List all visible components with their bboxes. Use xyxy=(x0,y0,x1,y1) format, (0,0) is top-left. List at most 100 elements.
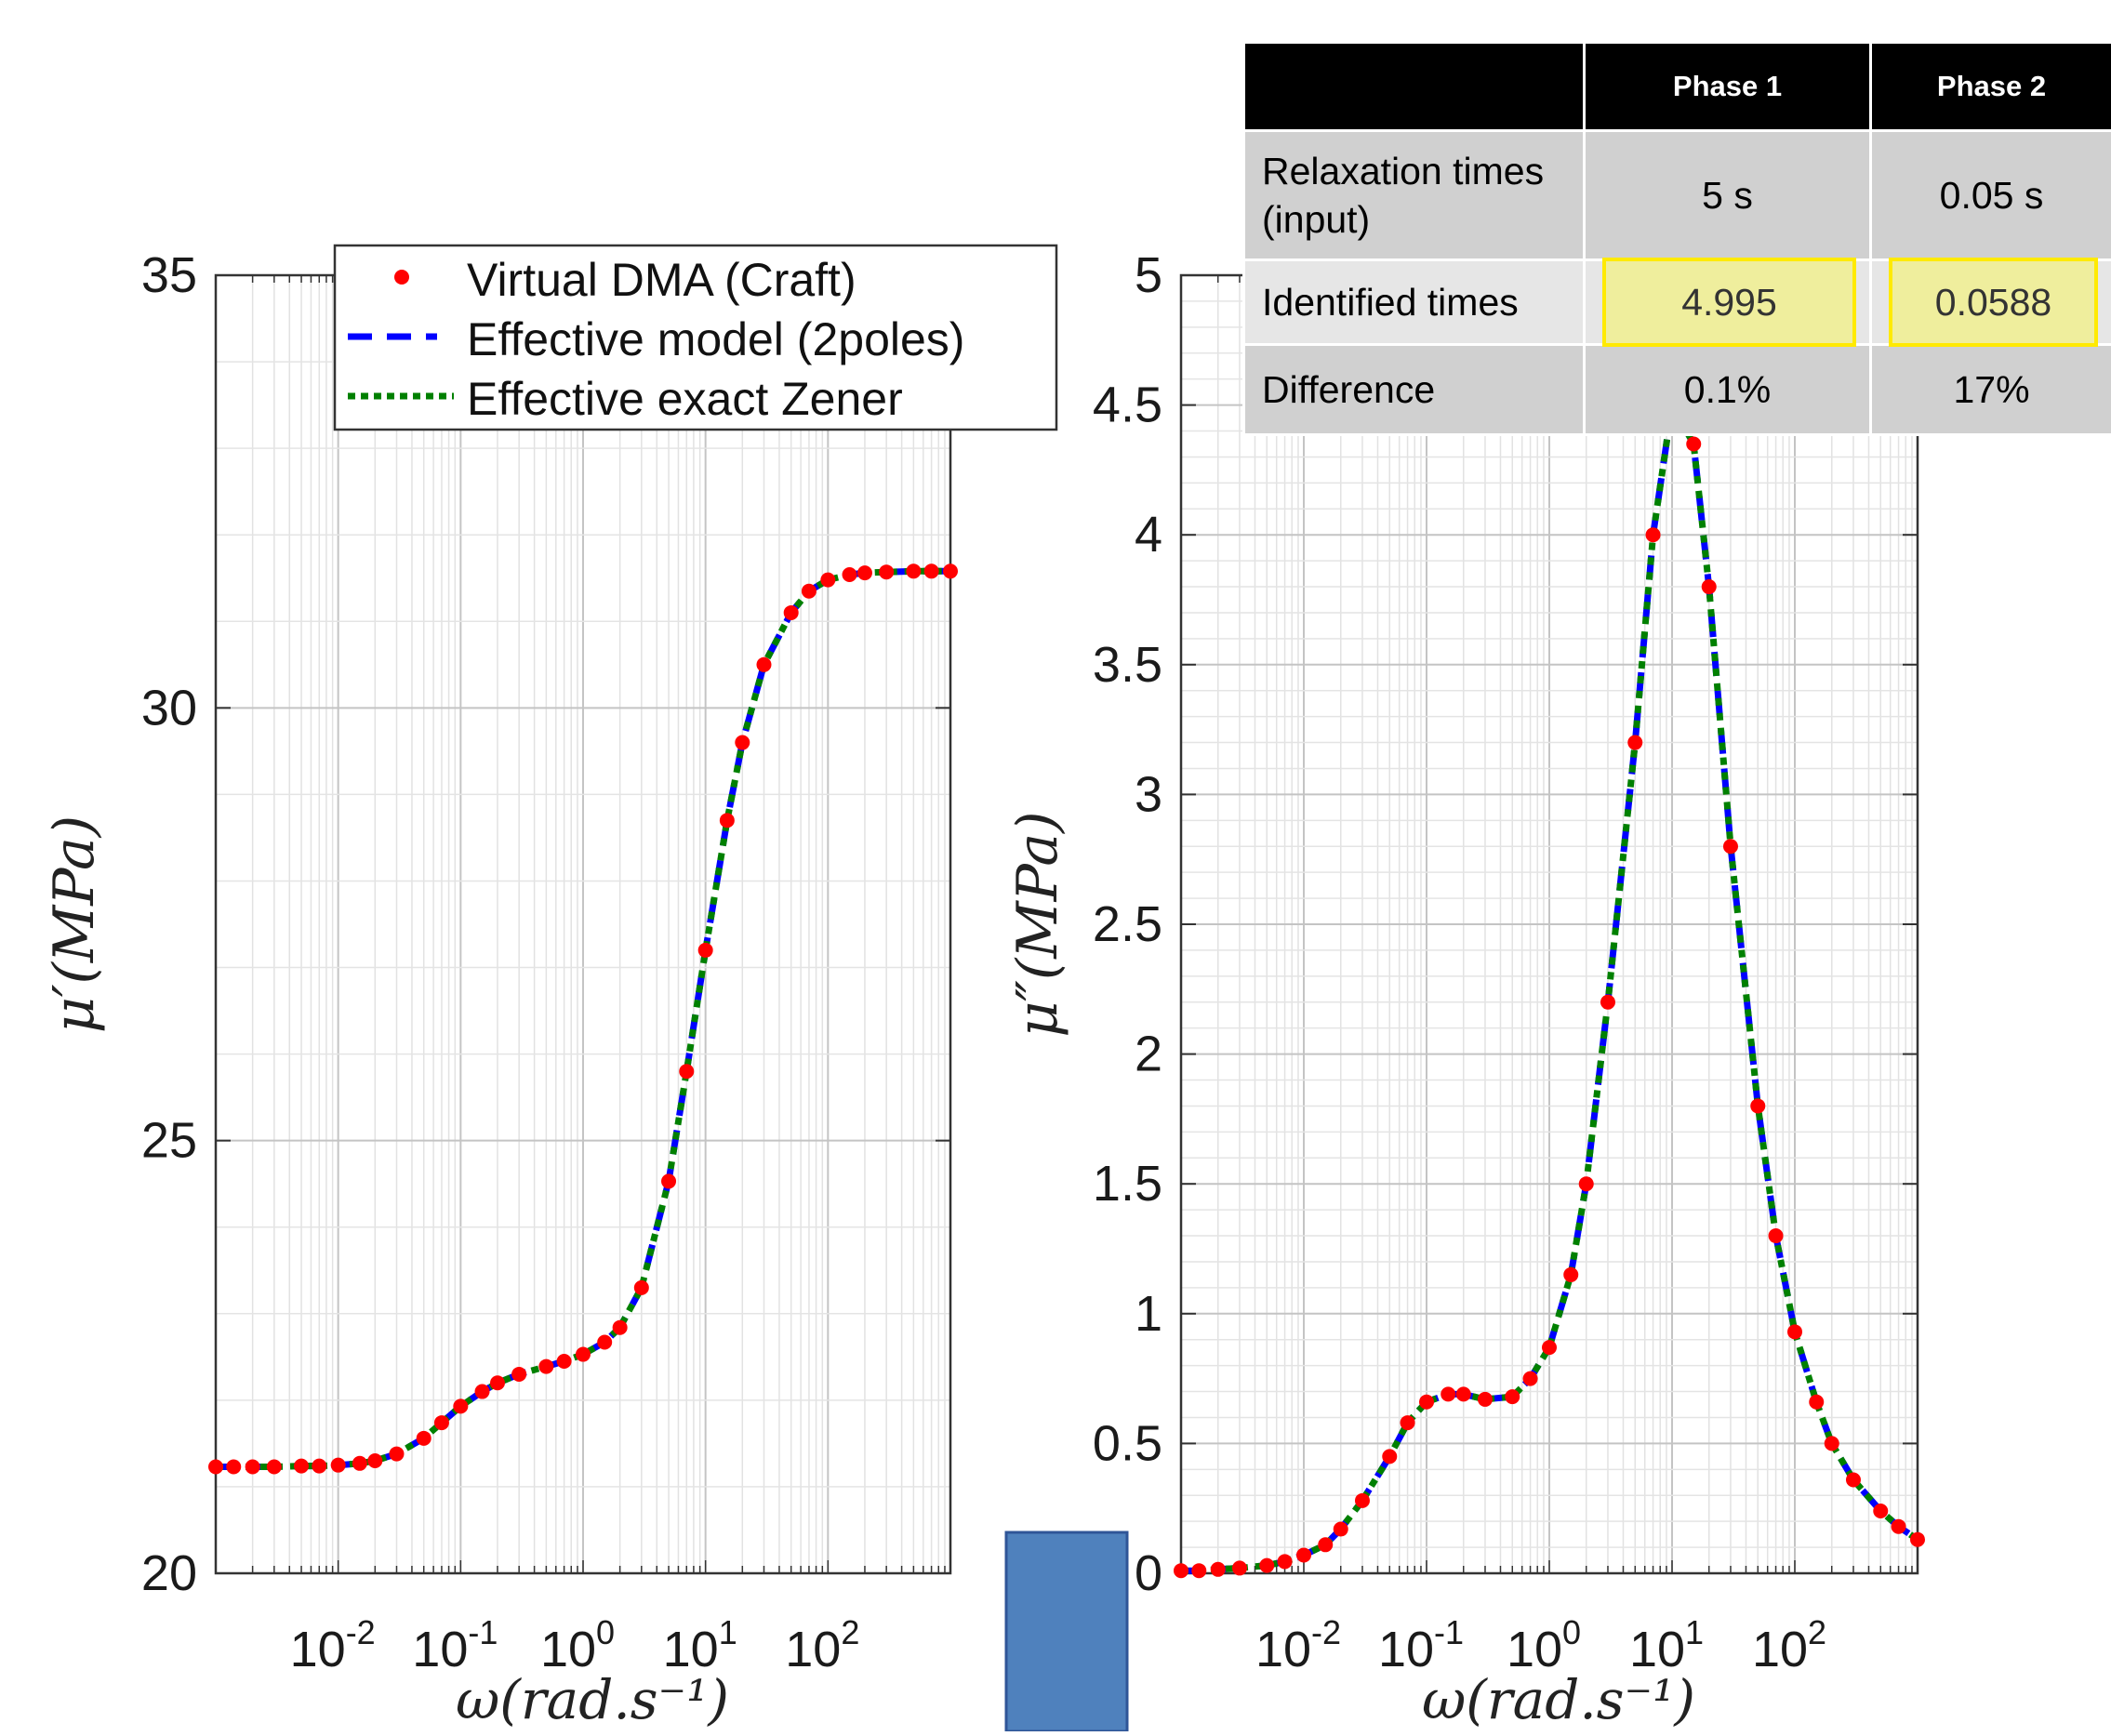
data-point xyxy=(1232,1560,1247,1575)
data-point xyxy=(613,1320,628,1335)
legend-entry-label: Effective exact Zener xyxy=(467,373,903,425)
data-point xyxy=(1278,1554,1293,1569)
data-point xyxy=(475,1385,490,1399)
y-tick-label: 3.5 xyxy=(1093,637,1162,693)
data-point xyxy=(1211,1562,1226,1577)
data-point xyxy=(679,1064,694,1079)
table-header-empty xyxy=(1244,43,1585,131)
data-point xyxy=(352,1456,367,1471)
y-axis-label: μ″(MPa) xyxy=(1005,811,1070,1037)
y-tick-label: 3 xyxy=(1135,766,1162,822)
data-point xyxy=(453,1398,468,1413)
data-point xyxy=(1191,1563,1206,1578)
data-point xyxy=(1382,1449,1397,1464)
data-point xyxy=(1627,735,1642,750)
y-tick-label: 35 xyxy=(141,247,197,303)
data-point xyxy=(557,1354,572,1369)
data-point xyxy=(312,1459,326,1474)
x-tick-label: 10-2 xyxy=(1255,1613,1341,1677)
data-point xyxy=(924,563,939,578)
data-point xyxy=(1478,1392,1493,1407)
y-tick-label: 2 xyxy=(1135,1027,1162,1082)
data-point xyxy=(267,1460,282,1475)
data-point xyxy=(246,1460,260,1475)
legend-entry-label: Virtual DMA (Craft) xyxy=(467,254,856,306)
data-point xyxy=(720,813,735,828)
data-point xyxy=(294,1459,309,1474)
data-point xyxy=(1334,1522,1348,1537)
y-tick-label: 0.5 xyxy=(1093,1415,1162,1471)
y-tick-label: 4 xyxy=(1135,507,1162,563)
table-row-identified-times: Identified times 4.995 0.0588 xyxy=(1244,260,2111,345)
data-point xyxy=(857,565,872,580)
data-point xyxy=(1686,436,1701,451)
legend: Virtual DMA (Craft) Effective model (2pol… xyxy=(335,245,1056,430)
table-row-label: Identified times xyxy=(1244,260,1585,345)
data-point xyxy=(802,584,817,599)
data-point xyxy=(1600,995,1615,1010)
legend-marker-dots xyxy=(394,270,409,285)
data-point xyxy=(1401,1415,1415,1430)
data-point xyxy=(331,1458,346,1473)
data-point xyxy=(661,1173,676,1188)
data-point xyxy=(389,1447,404,1462)
relaxation-times-table: Phase 1 Phase 2 Relaxation times (input)… xyxy=(1242,41,2111,436)
y-tick-label: 20 xyxy=(141,1545,197,1601)
table-header-phase-2: Phase 2 xyxy=(1871,43,2111,131)
y-tick-label: 0 xyxy=(1135,1545,1162,1601)
x-axis-label: ω(rad.s⁻¹) xyxy=(1422,1668,1695,1731)
data-point xyxy=(1846,1472,1861,1487)
data-point xyxy=(538,1359,553,1374)
table-row-label: Relaxation times (input) xyxy=(1244,131,1585,260)
blue-block-decoration xyxy=(1006,1532,1127,1731)
data-point xyxy=(784,605,799,620)
y-tick-label: 5 xyxy=(1135,247,1162,303)
table-cell-highlighted: 4.995 xyxy=(1585,260,1871,345)
data-point xyxy=(434,1415,449,1430)
data-point xyxy=(1296,1547,1311,1562)
data-point xyxy=(1542,1340,1557,1355)
table-row-label: Difference xyxy=(1244,345,1585,435)
data-point xyxy=(1259,1558,1274,1573)
data-point xyxy=(1419,1395,1434,1410)
grid xyxy=(216,275,950,1573)
x-tick-label: 10-2 xyxy=(290,1613,376,1677)
data-point xyxy=(735,735,750,750)
data-point xyxy=(1523,1372,1538,1386)
data-point xyxy=(1505,1389,1520,1404)
data-point xyxy=(1892,1519,1906,1534)
data-point xyxy=(1563,1267,1578,1282)
data-point xyxy=(1355,1493,1370,1508)
data-point xyxy=(367,1453,382,1468)
table-cell-highlighted: 0.0588 xyxy=(1871,260,2111,345)
table-header-row: Phase 1 Phase 2 xyxy=(1244,43,2111,131)
y-tick-label: 30 xyxy=(141,680,197,735)
data-point xyxy=(490,1375,505,1390)
data-point xyxy=(1769,1228,1784,1243)
data-point xyxy=(943,563,958,578)
data-point xyxy=(1723,839,1738,854)
table-cell: 17% xyxy=(1871,345,2111,435)
data-point xyxy=(879,564,894,579)
table-header-phase-1: Phase 1 xyxy=(1585,43,1871,131)
table-cell: 0.1% xyxy=(1585,345,1871,435)
x-axis-label: ω(rad.s⁻¹) xyxy=(456,1668,729,1731)
data-point xyxy=(1318,1537,1333,1552)
data-point xyxy=(1750,1098,1765,1113)
data-point xyxy=(1825,1436,1839,1451)
x-tick-label: 102 xyxy=(1752,1613,1826,1677)
y-tick-label: 2.5 xyxy=(1093,896,1162,952)
data-point xyxy=(511,1367,526,1382)
y-tick-label: 25 xyxy=(141,1113,197,1169)
highlight-box: 4.995 xyxy=(1602,258,1856,347)
data-point xyxy=(1873,1504,1888,1518)
data-point xyxy=(698,943,713,958)
data-point xyxy=(1910,1532,1925,1547)
x-tick-label: 102 xyxy=(785,1613,859,1677)
data-point xyxy=(417,1431,431,1446)
data-point xyxy=(1441,1386,1455,1401)
legend-entry-label: Effective model (2poles) xyxy=(467,313,964,365)
